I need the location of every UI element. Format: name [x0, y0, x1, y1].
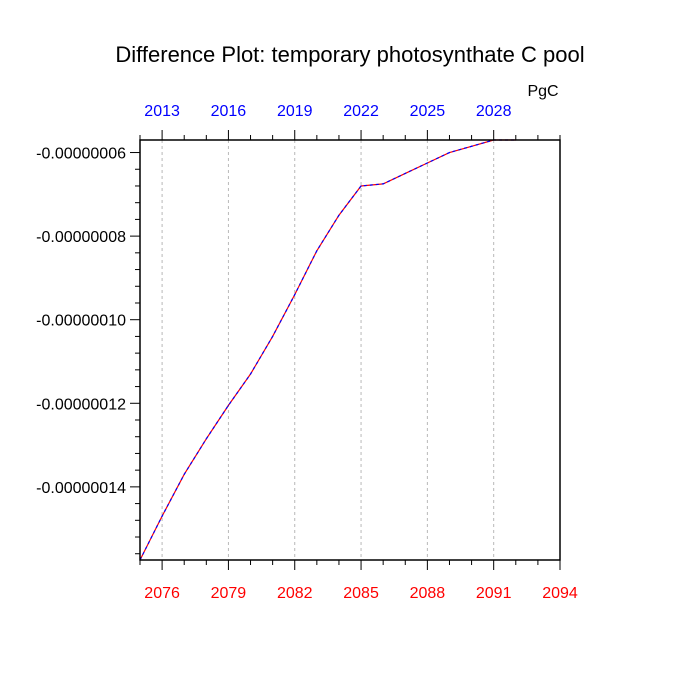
- x-bottom-tick-label: 2088: [410, 585, 446, 602]
- grid-lines: [161, 140, 495, 560]
- axis-labels: 2076 2079 2082 2085 2088 2091 2094 2013 2016 2019…: [36, 103, 578, 602]
- data-point: [272, 335, 274, 338]
- x-top-tick-label: 2028: [476, 103, 512, 120]
- x-top-tick-label: 2019: [277, 103, 313, 120]
- y-tick-label: -0.00000012: [36, 396, 126, 413]
- x-bottom-tick-label: 2076: [144, 585, 180, 602]
- data-point: [183, 473, 185, 475]
- x-bottom-tick-label: 2085: [343, 585, 379, 602]
- axes: [130, 130, 561, 570]
- data-point: [404, 172, 406, 175]
- chart-title: Difference Plot: temporary photosynthate…: [115, 42, 584, 67]
- series-line-overlay: [139, 139, 516, 561]
- data-point: [316, 250, 318, 252]
- units-label: PgC: [527, 83, 558, 100]
- x-bottom-tick-label: 2082: [277, 585, 313, 602]
- data-point: [426, 162, 428, 164]
- x-bottom-tick-label: 2079: [211, 585, 247, 602]
- data-point: [382, 183, 384, 185]
- series-layer: [139, 139, 517, 561]
- data-point: [448, 151, 451, 154]
- data-point: [227, 404, 230, 406]
- x-top-tick-label: 2022: [343, 103, 379, 120]
- y-tick-label: -0.00000014: [36, 480, 126, 497]
- y-tick-label: -0.00000006: [36, 146, 126, 163]
- y-tick-label: -0.00000010: [36, 313, 126, 330]
- x-top-tick-label: 2016: [211, 103, 247, 120]
- data-point: [294, 294, 296, 296]
- data-point: [249, 373, 252, 375]
- data-point: [360, 185, 362, 187]
- data-point: [161, 515, 163, 517]
- series-line: [139, 139, 516, 561]
- plot-frame: [139, 139, 561, 561]
- x-bottom-tick-label: 2094: [542, 585, 578, 602]
- data-point: [338, 214, 340, 216]
- y-tick-label: -0.00000008: [36, 229, 126, 246]
- data-point: [470, 145, 473, 147]
- x-top-tick-label: 2025: [410, 103, 446, 120]
- x-bottom-tick-label: 2091: [476, 585, 512, 602]
- x-top-tick-label: 2013: [144, 103, 180, 120]
- data-point: [205, 438, 207, 440]
